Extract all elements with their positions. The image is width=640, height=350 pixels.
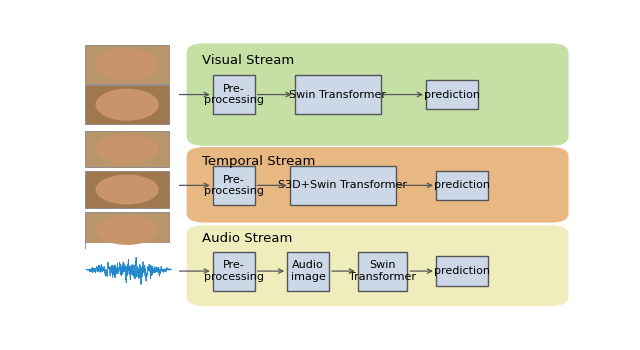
Text: Temporal Stream: Temporal Stream xyxy=(202,155,315,168)
Ellipse shape xyxy=(95,48,159,80)
FancyBboxPatch shape xyxy=(187,147,568,223)
FancyBboxPatch shape xyxy=(287,252,329,290)
FancyBboxPatch shape xyxy=(86,243,172,297)
FancyBboxPatch shape xyxy=(85,85,170,124)
FancyBboxPatch shape xyxy=(289,166,396,205)
Ellipse shape xyxy=(95,175,159,204)
Text: prediction: prediction xyxy=(424,90,480,99)
FancyBboxPatch shape xyxy=(294,75,381,114)
Text: prediction: prediction xyxy=(434,266,490,276)
FancyBboxPatch shape xyxy=(187,43,568,146)
Text: Swin
Transformer: Swin Transformer xyxy=(349,260,416,282)
FancyBboxPatch shape xyxy=(436,256,488,286)
Text: prediction: prediction xyxy=(434,180,490,190)
FancyBboxPatch shape xyxy=(426,80,478,109)
Text: Visual Stream: Visual Stream xyxy=(202,54,294,67)
FancyBboxPatch shape xyxy=(85,212,170,248)
FancyBboxPatch shape xyxy=(85,45,170,84)
FancyBboxPatch shape xyxy=(212,166,255,205)
FancyBboxPatch shape xyxy=(358,252,407,290)
FancyBboxPatch shape xyxy=(187,225,568,306)
Ellipse shape xyxy=(95,134,159,164)
FancyBboxPatch shape xyxy=(212,75,255,114)
FancyBboxPatch shape xyxy=(85,172,170,208)
Text: Pre-
processing: Pre- processing xyxy=(204,84,264,105)
Text: Audio
image: Audio image xyxy=(291,260,326,282)
Text: Pre-
processing: Pre- processing xyxy=(204,260,264,282)
Text: Swin Transformer: Swin Transformer xyxy=(289,90,387,99)
Ellipse shape xyxy=(95,89,159,121)
Text: Pre-
processing: Pre- processing xyxy=(204,175,264,196)
FancyBboxPatch shape xyxy=(212,252,255,290)
FancyBboxPatch shape xyxy=(85,131,170,167)
Text: Audio Stream: Audio Stream xyxy=(202,232,292,245)
FancyBboxPatch shape xyxy=(436,170,488,200)
Ellipse shape xyxy=(95,215,159,245)
Text: S3D+Swin Transformer: S3D+Swin Transformer xyxy=(278,180,408,190)
